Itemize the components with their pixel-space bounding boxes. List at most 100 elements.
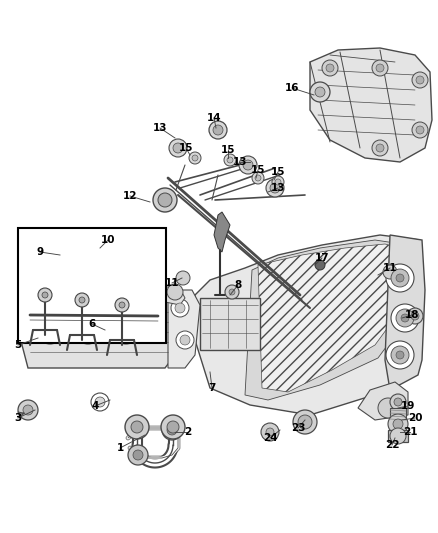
Text: 20: 20 [408,413,422,423]
Circle shape [298,415,312,429]
Text: 23: 23 [291,423,305,433]
Text: 15: 15 [179,143,193,153]
Bar [388,430,408,442]
Circle shape [243,160,253,170]
Circle shape [225,285,239,299]
Polygon shape [22,295,178,368]
Text: 1: 1 [117,443,124,453]
Circle shape [180,335,190,345]
Text: 12: 12 [123,191,137,201]
Circle shape [372,60,388,76]
Circle shape [133,450,143,460]
Circle shape [175,303,185,313]
Circle shape [125,415,149,439]
Circle shape [213,125,223,135]
Text: 10: 10 [101,235,115,245]
Text: 15: 15 [251,165,265,175]
Circle shape [386,264,414,292]
Circle shape [270,183,280,193]
Polygon shape [214,212,230,252]
Text: 15: 15 [271,167,285,177]
Circle shape [272,176,284,188]
Text: 6: 6 [88,319,95,329]
Circle shape [227,157,233,163]
Circle shape [396,309,414,327]
Circle shape [209,121,227,139]
Circle shape [396,351,404,359]
Circle shape [229,289,235,295]
Circle shape [23,405,33,415]
Circle shape [394,398,402,406]
Circle shape [91,393,109,411]
Text: 15: 15 [221,145,235,155]
Circle shape [322,60,338,76]
Circle shape [391,269,409,287]
Circle shape [383,265,397,279]
Circle shape [176,271,190,285]
Circle shape [390,394,406,410]
Circle shape [173,143,183,153]
Polygon shape [385,235,425,390]
Circle shape [391,304,419,332]
Circle shape [158,193,172,207]
Circle shape [376,64,384,72]
Circle shape [416,126,424,134]
Text: 5: 5 [14,340,21,350]
Polygon shape [245,240,415,400]
Circle shape [79,321,97,339]
Text: 7: 7 [208,383,215,393]
Circle shape [162,420,182,440]
Circle shape [416,76,424,84]
Circle shape [390,428,406,444]
Circle shape [167,421,179,433]
Circle shape [46,326,54,334]
Text: 18: 18 [405,310,419,320]
Circle shape [115,298,129,312]
Circle shape [372,140,388,156]
Circle shape [189,152,201,164]
Text: 8: 8 [234,280,242,290]
Text: 21: 21 [403,427,417,437]
Text: 2: 2 [184,427,192,437]
Circle shape [131,421,143,433]
Circle shape [176,331,194,349]
Circle shape [36,316,64,344]
Circle shape [79,297,85,303]
Circle shape [161,415,185,439]
Circle shape [128,445,148,465]
Circle shape [378,398,398,418]
Circle shape [18,400,38,420]
Circle shape [84,326,92,334]
Circle shape [266,428,274,436]
Circle shape [315,87,325,97]
Circle shape [167,284,183,300]
Circle shape [412,122,428,138]
Polygon shape [162,285,185,305]
Circle shape [386,341,414,369]
Circle shape [119,302,125,308]
Bar [200,298,260,350]
Circle shape [167,425,177,435]
Polygon shape [168,290,200,368]
Circle shape [376,144,384,152]
Text: 19: 19 [401,401,415,411]
Text: 3: 3 [14,413,21,423]
Text: 13: 13 [233,157,247,167]
Circle shape [388,414,408,434]
Circle shape [171,299,189,317]
Text: 13: 13 [153,123,167,133]
Circle shape [261,423,279,441]
Polygon shape [195,235,422,415]
Polygon shape [358,382,408,420]
Circle shape [42,292,48,298]
Text: 16: 16 [285,83,299,93]
Text: 9: 9 [36,247,43,257]
Circle shape [38,288,52,302]
Circle shape [275,179,281,185]
Text: 4: 4 [91,401,99,411]
Circle shape [41,321,59,339]
Circle shape [122,326,130,334]
Circle shape [310,82,330,102]
Circle shape [401,314,409,322]
Circle shape [95,397,105,407]
